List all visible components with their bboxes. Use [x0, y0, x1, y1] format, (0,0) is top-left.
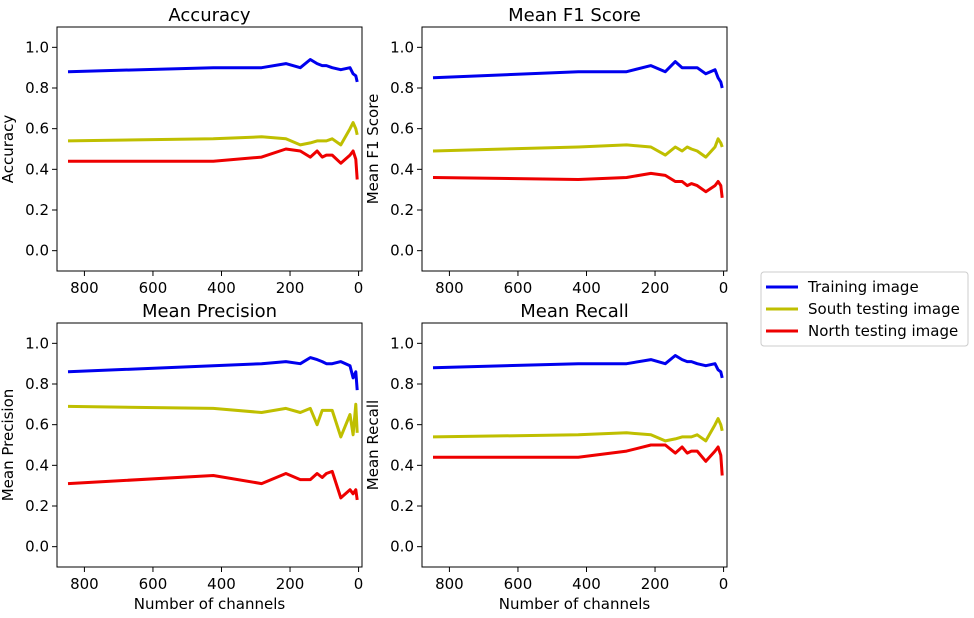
series-line-north-testing-image [432, 171, 724, 198]
x-tick-label: 200 [641, 279, 670, 297]
y-tick-label: 0.6 [390, 120, 414, 138]
legend: Training image South testing image North t… [760, 271, 969, 347]
x-tick-label: 0 [719, 575, 729, 593]
y-tick-label: 1.0 [25, 38, 49, 56]
x-tick-label: 200 [276, 279, 305, 297]
panel-4: 800 600 400 200 0 0.0 0.2 0.4 0.6 0.8 1.0 Mean Reca… [364, 301, 728, 613]
y-axis-label: Mean Precision [0, 389, 17, 502]
x-tick-label: 200 [276, 575, 305, 593]
series-line-training-image [432, 60, 724, 89]
y-tick-label: 0.2 [25, 201, 49, 219]
x-tick-label: 400 [572, 575, 601, 593]
y-tick-label: 0.0 [390, 242, 414, 260]
x-tick-label: 0 [354, 575, 364, 593]
panels: 800 600 400 200 0 0.0 0.2 0.4 0.6 0.8 1.0 Accuracy A… [0, 5, 728, 613]
y-tick-label: 0.4 [25, 456, 49, 474]
axes-frame [56, 322, 363, 568]
y-tick-label: 0.0 [25, 242, 49, 260]
chart-title: Accuracy [168, 5, 251, 26]
y-tick-label: 0.8 [25, 375, 49, 393]
x-tick-label: 600 [139, 279, 168, 297]
x-tick-label: 600 [504, 279, 533, 297]
legend-label: Training image [807, 278, 919, 296]
series-line-north-testing-image [67, 469, 359, 501]
y-tick-label: 0.4 [390, 160, 414, 178]
series-line-training-image [432, 354, 724, 379]
series-line-north-testing-image [433, 443, 724, 476]
legend-label: South testing image [808, 300, 960, 318]
x-tick-label: 800 [70, 575, 99, 593]
series-line-training-image [67, 356, 359, 391]
y-tick-label: 0.6 [25, 416, 49, 434]
x-tick-label: 600 [504, 575, 533, 593]
series-line-south-testing-image [432, 417, 724, 443]
series-line-north-testing-image [68, 147, 359, 180]
x-axis-label: Number of channels [499, 595, 651, 613]
series-line-south-testing-image [67, 121, 359, 147]
x-tick-label: 0 [719, 279, 729, 297]
x-tick-label: 200 [641, 575, 670, 593]
y-tick-label: 1.0 [25, 334, 49, 352]
series-line-training-image [67, 58, 359, 83]
y-tick-label: 0.8 [390, 79, 414, 97]
x-axis-label: Number of channels [134, 595, 286, 613]
y-tick-label: 0.8 [390, 375, 414, 393]
y-tick-label: 0.0 [25, 538, 49, 556]
x-tick-label: 400 [572, 279, 601, 297]
x-tick-label: 600 [139, 575, 168, 593]
y-tick-label: 0.2 [25, 497, 49, 515]
y-tick-label: 0.8 [25, 79, 49, 97]
axes-frame [421, 26, 728, 272]
chart-title: Mean Recall [520, 301, 628, 322]
series-line-south-testing-image [432, 137, 724, 159]
y-tick-label: 0.4 [390, 456, 414, 474]
legend-label: North testing image [808, 322, 958, 340]
x-tick-label: 800 [435, 279, 464, 297]
x-tick-label: 0 [354, 279, 364, 297]
y-tick-label: 0.0 [390, 538, 414, 556]
series-line-south-testing-image [67, 402, 359, 439]
axes-frame [421, 322, 728, 568]
y-axis-label: Mean Recall [364, 400, 382, 490]
y-axis-label: Mean F1 Score [364, 94, 382, 205]
legend-frame [760, 271, 969, 347]
x-tick-label: 800 [435, 575, 464, 593]
y-tick-label: 0.4 [25, 160, 49, 178]
panel-2: 800 600 400 200 0 0.0 0.2 0.4 0.6 0.8 1.0 Mean F1 S… [364, 5, 728, 297]
y-tick-label: 0.2 [390, 497, 414, 515]
axes-frame [56, 26, 363, 272]
x-tick-label: 400 [207, 575, 236, 593]
y-tick-label: 0.2 [390, 201, 414, 219]
x-tick-label: 800 [70, 279, 99, 297]
x-tick-label: 400 [207, 279, 236, 297]
y-tick-label: 1.0 [390, 38, 414, 56]
chart-title: Mean Precision [142, 301, 277, 322]
chart-title: Mean F1 Score [508, 5, 641, 26]
panel-1: 800 600 400 200 0 0.0 0.2 0.4 0.6 0.8 1.0 Accuracy A… [0, 5, 363, 297]
y-tick-label: 0.6 [25, 120, 49, 138]
y-axis-label: Accuracy [0, 115, 17, 184]
y-tick-label: 1.0 [390, 334, 414, 352]
panel-3: 800 600 400 200 0 0.0 0.2 0.4 0.6 0.8 1.0 Mean Prec… [0, 301, 363, 613]
y-tick-label: 0.6 [390, 416, 414, 434]
